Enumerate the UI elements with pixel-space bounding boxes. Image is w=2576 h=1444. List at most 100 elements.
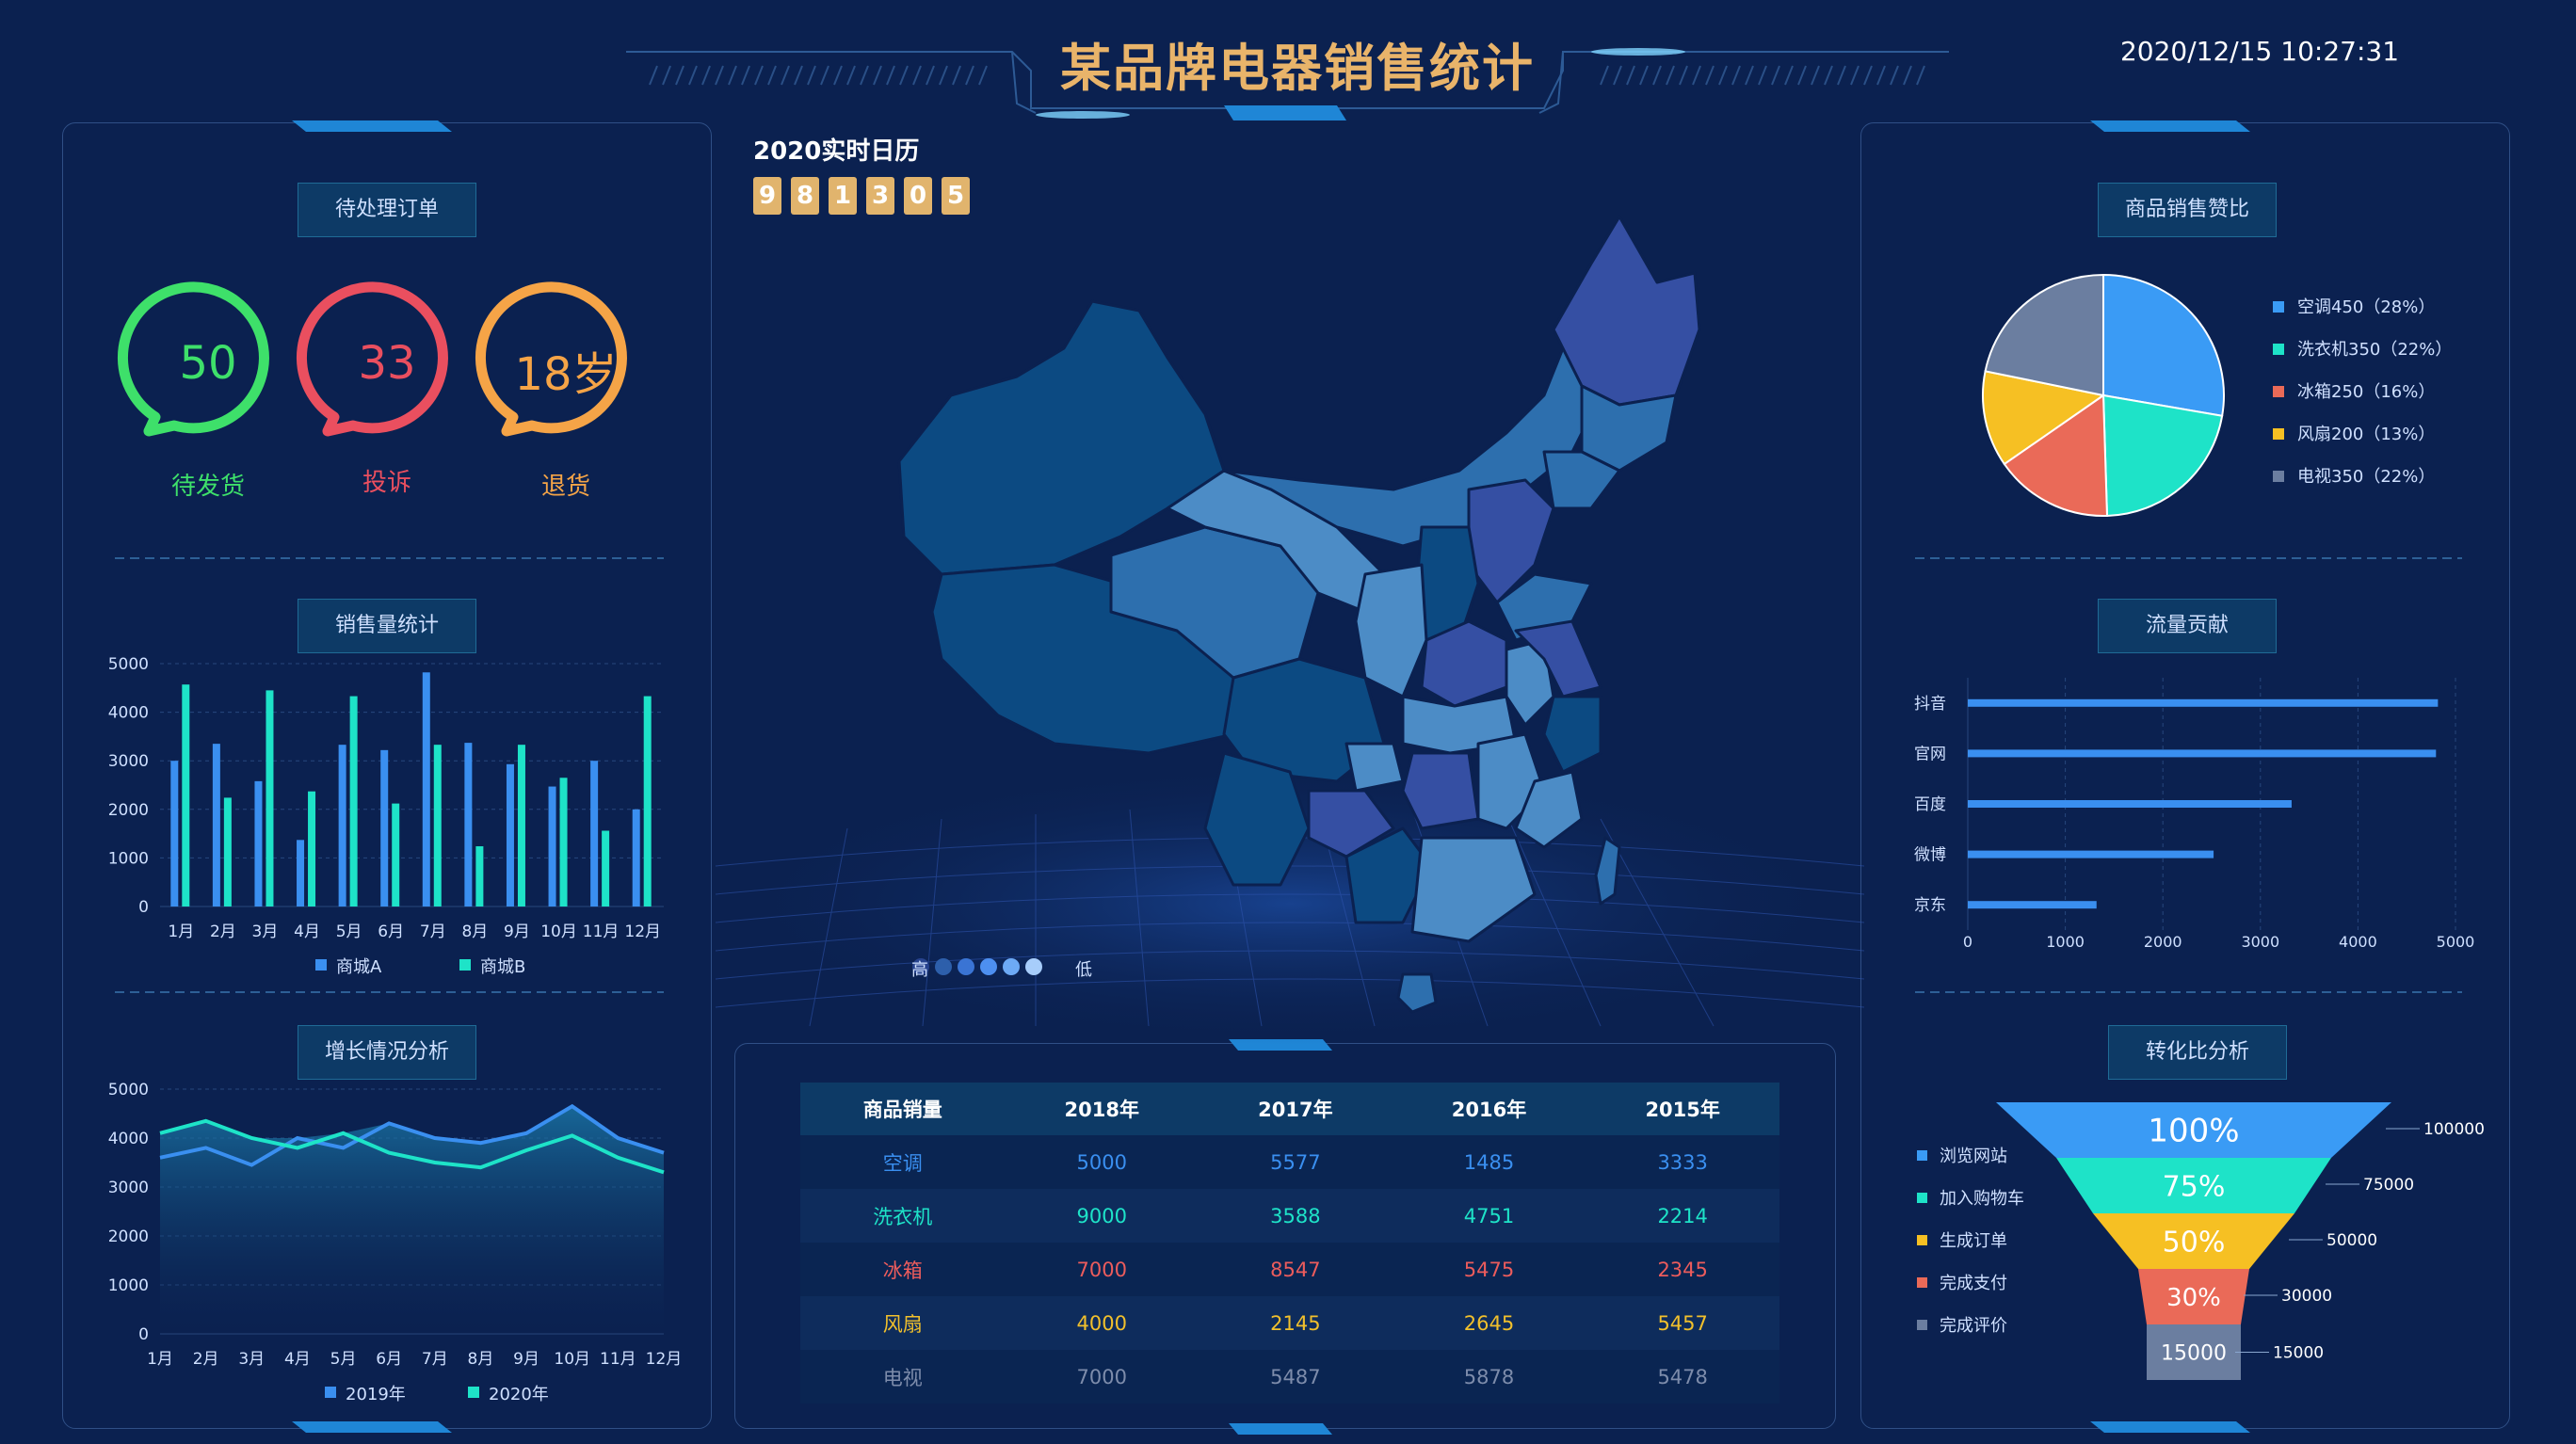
funnel-stage-percent: 30% [2166,1284,2221,1312]
pending-return-label: 退货 [540,473,590,501]
bar [266,690,274,907]
x-tick-label: 8月 [461,923,488,941]
region-yunnan [1203,751,1311,887]
table-cell: 4000 [1005,1296,1199,1350]
region-hainan [1396,972,1438,1014]
y-tick-label: 3000 [108,1179,149,1197]
pending-complaint-value: 33 [358,337,416,390]
x-tick-label: 0 [1963,933,1972,951]
bar [1968,698,2439,707]
bar [349,696,358,907]
y-tick-label: 官网 [1914,745,1946,763]
legend-label: 完成支付 [1940,1274,2007,1293]
legend-label: 空调450（28%） [2297,297,2435,317]
table-cell: 5478 [1586,1350,1779,1404]
y-tick-label: 5000 [108,655,149,674]
growth-chart-title: 增长情况分析 [298,1025,476,1080]
y-tick-label: 微博 [1914,846,1946,865]
table-cell: 4751 [1392,1189,1586,1243]
legend-label: 2020年 [489,1385,549,1404]
table-row: 空调 5000 5577 1485 3333 [800,1135,1779,1189]
y-tick-label: 1000 [108,1276,149,1295]
y-tick-label: 京东 [1914,896,1946,915]
table-header-row: 商品销量 2018年 2017年 2016年 2015年 [800,1083,1779,1135]
legend-swatch [1917,1150,1927,1161]
x-tick-label: 1月 [147,1350,173,1369]
bar [602,830,610,907]
legend-label: 生成订单 [1940,1231,2007,1251]
legend-swatch [468,1387,479,1398]
bar [464,743,473,907]
pending-ring-ship [118,281,269,437]
x-tick-label: 3000 [2241,933,2279,951]
table-cell: 1485 [1392,1135,1586,1189]
calendar-digit: 5 [942,177,970,215]
calendar-digits: 9 8 1 3 0 5 [753,177,970,215]
legend-swatch [2273,386,2284,397]
pending-ring-return [475,281,627,437]
legend-swatch [1917,1277,1927,1288]
bar [170,761,179,907]
x-tick-label: 6月 [378,923,404,941]
region-hunan [1401,751,1480,830]
table-cell: 风扇 [800,1296,1006,1350]
region-shandong [1495,572,1593,642]
table-cell: 洗衣机 [800,1189,1006,1243]
funnel-stage-value: 15000 [2273,1344,2324,1363]
table-cell: 5878 [1392,1350,1586,1404]
bar [338,745,346,907]
table-cell: 2145 [1199,1296,1393,1350]
y-tick-label: 0 [138,898,149,917]
x-tick-label: 12月 [624,923,661,941]
pending-return-value: 18岁 [514,348,618,401]
x-tick-label: 4月 [294,923,320,941]
pie-chart-title: 商品销售赞比 [2098,183,2277,237]
pending-ship-label: 待发货 [170,473,245,501]
bar [517,745,525,907]
sales-table: 商品销量 2018年 2017年 2016年 2015年 空调 5000 5577 1… [800,1083,1779,1404]
pie-slice [1984,273,2104,397]
funnel-stage [2147,1324,2241,1380]
table-cell: 5000 [1005,1135,1199,1189]
funnel-stage-value: 75000 [2363,1176,2414,1195]
bar [212,744,220,907]
calendar-digit: 9 [753,177,781,215]
legend-label: 加入购物车 [1940,1189,2024,1209]
bar [632,809,640,907]
x-tick-label: 4月 [284,1350,311,1369]
x-tick-label: 10月 [554,1350,590,1369]
funnel-stage [2056,1158,2331,1213]
bar [1968,749,2437,758]
x-tick-label: 7月 [420,923,446,941]
bar [559,778,568,907]
legend-swatch [2273,301,2284,313]
table-cell: 2345 [1586,1243,1779,1296]
legend-swatch [2273,428,2284,440]
legend-label: 浏览网站 [1940,1147,2007,1166]
x-tick-label: 7月 [422,1350,448,1369]
funnel-stage-percent: 50% [2163,1226,2226,1259]
funnel-chart-title: 转化比分析 [2108,1025,2287,1080]
table-cell: 电视 [800,1350,1006,1404]
x-tick-label: 5000 [2437,933,2475,951]
bar [380,749,389,907]
funnel-stage [2093,1213,2294,1269]
funnel-stage [1996,1102,2391,1158]
legend-label: 电视350（22%） [2297,467,2435,487]
legend-swatch [2273,344,2284,355]
funnel-stage [2138,1269,2249,1324]
table-cell: 3588 [1199,1189,1393,1243]
y-tick-label: 4000 [108,1130,149,1148]
legend-swatch [315,959,327,971]
legend-label: 冰箱250（16%） [2297,382,2435,402]
table-cell: 2645 [1392,1296,1586,1350]
pending-ring-complaint [297,281,448,437]
table-cell: 5457 [1586,1296,1779,1350]
map-legend-low: 低 [1075,960,1092,980]
map-legend-high: 高 [911,960,928,980]
table-cell: 空调 [800,1135,1006,1189]
